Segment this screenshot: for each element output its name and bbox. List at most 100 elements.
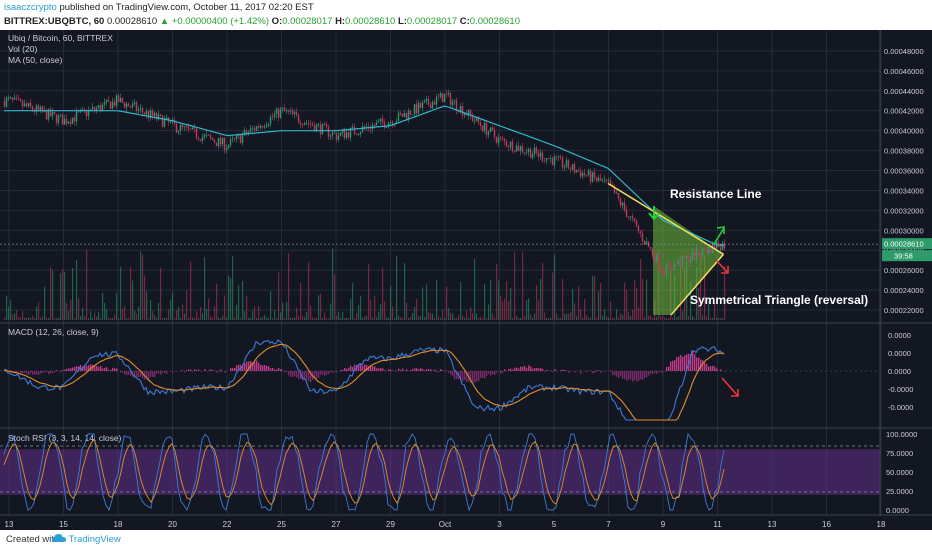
chart-area[interactable]: Resistance Line Symmetrical Triangle (re…: [0, 30, 932, 530]
candle-body: [201, 136, 204, 142]
candle-body: [433, 101, 436, 105]
macd-hist-bar: [454, 371, 456, 380]
volume-bar: [606, 316, 608, 320]
candle-body: [723, 242, 726, 249]
price-tick-label: 0.00036000: [884, 167, 924, 176]
candle-body: [193, 127, 196, 129]
macd-hist-bar: [172, 371, 174, 373]
volume-bar: [60, 273, 62, 320]
macd-hist-bar: [364, 364, 366, 371]
volume-bar: [378, 311, 380, 320]
macd-hist-bar: [182, 370, 184, 371]
time-axis[interactable]: 13 15 18 20 22 25 27 29 Oct 3 5 7 9 11 13 16 18: [5, 520, 886, 529]
volume-bar: [450, 312, 452, 320]
volume-bar: [400, 317, 402, 320]
volume-bar: [264, 314, 266, 320]
candle-body: [329, 135, 332, 137]
volume-bar: [416, 298, 418, 320]
macd-hist-bar: [24, 371, 26, 373]
author-link[interactable]: isaaczcrypto: [4, 2, 57, 13]
macd-hist-bar: [544, 371, 546, 372]
macd-hist-bar: [686, 354, 688, 371]
volume-bar: [612, 317, 614, 320]
volume-bar: [540, 278, 542, 320]
close-label: C:: [459, 16, 470, 27]
resistance-line[interactable]: [607, 182, 724, 255]
macd-hist-bar: [310, 371, 312, 383]
volume-bar: [306, 311, 308, 320]
candle-body: [657, 254, 660, 268]
volume-bar: [720, 317, 722, 320]
macd-hist-bar: [628, 371, 630, 380]
macd-hist-bar: [392, 370, 394, 371]
price-axis[interactable]: 0.00048000 0.00046000 0.00044000 0.00042000…: [884, 47, 924, 315]
macd-hist-bar: [492, 371, 494, 375]
macd-hist-bar: [90, 364, 92, 371]
legend-stoch: Stoch RSI (3, 3, 14, 14, close): [8, 433, 122, 443]
volume-bar: [88, 317, 90, 320]
macd-hist-bar: [654, 371, 656, 374]
macd-hist-bar: [100, 365, 102, 371]
candle-body: [147, 111, 150, 118]
volume-bar: [10, 300, 12, 320]
macd-hist-bar: [106, 367, 108, 371]
support-line[interactable]: [670, 253, 725, 316]
volume-bar: [414, 307, 416, 320]
candle-body: [319, 124, 322, 135]
candle-body: [363, 126, 366, 128]
volume-bar: [690, 282, 692, 320]
macd-hist-bar: [484, 371, 486, 379]
candle-body: [47, 109, 50, 120]
volume-bar: [558, 317, 560, 320]
volume-bar: [282, 302, 284, 320]
macd-hist-bar: [122, 371, 124, 373]
macd-hist-bar: [690, 354, 692, 371]
macd-hist-bar: [502, 371, 504, 373]
time-tick-label: 5: [552, 520, 557, 529]
macd-hist-bar: [74, 366, 76, 371]
volume-bar: [412, 313, 414, 320]
stoch-axis[interactable]: 100.0000 75.0000 50.0000 25.0000 0.0000: [886, 430, 917, 515]
volume-bar: [660, 316, 662, 320]
macd-hist-bar: [466, 371, 468, 383]
candle-body: [169, 121, 172, 123]
volume-bar: [486, 317, 488, 320]
candle-body: [581, 172, 584, 177]
candle-body: [87, 110, 90, 117]
arrow-macd-down: [721, 377, 739, 397]
volume-bar: [118, 317, 120, 320]
macd-hist-bar: [108, 369, 110, 371]
volume-bar: [206, 308, 208, 320]
volume-bar: [382, 268, 384, 320]
volume-bar: [490, 279, 492, 320]
legend-macd: MACD (12, 26, close, 9): [8, 327, 99, 337]
volume-bar: [370, 299, 372, 320]
macd-axis[interactable]: 0.0000 0.0000 0.0000 -0.0000 -0.0000: [888, 331, 913, 412]
macd-hist-bar: [240, 364, 242, 371]
volume-bar: [196, 311, 198, 320]
countdown-text: 39:58: [894, 252, 913, 261]
volume-bar: [102, 293, 104, 320]
macd-hist-bar: [546, 369, 548, 371]
macd-hist-bar: [242, 364, 244, 371]
tradingview-logo[interactable]: TradingView: [52, 533, 121, 545]
candle-body: [331, 132, 334, 136]
macd-hist-bar: [474, 371, 476, 383]
macd-hist-bar: [440, 369, 442, 371]
volume-bar: [38, 302, 40, 320]
candle-body: [71, 117, 74, 124]
macd-hist-bar: [620, 371, 622, 377]
volume-bar: [662, 315, 664, 320]
volume-bar: [6, 295, 8, 320]
candle-body: [283, 107, 286, 111]
volume-bar: [144, 275, 146, 320]
volume-bar: [148, 317, 150, 320]
candle-body: [401, 113, 404, 117]
volume-bar: [616, 309, 618, 320]
macd-hist-bar: [96, 365, 98, 371]
volume-bar: [632, 309, 634, 320]
candle-body: [491, 127, 494, 131]
macd-hist-bar: [304, 371, 306, 381]
candle-body: [307, 122, 310, 124]
volume-bar: [388, 318, 390, 320]
